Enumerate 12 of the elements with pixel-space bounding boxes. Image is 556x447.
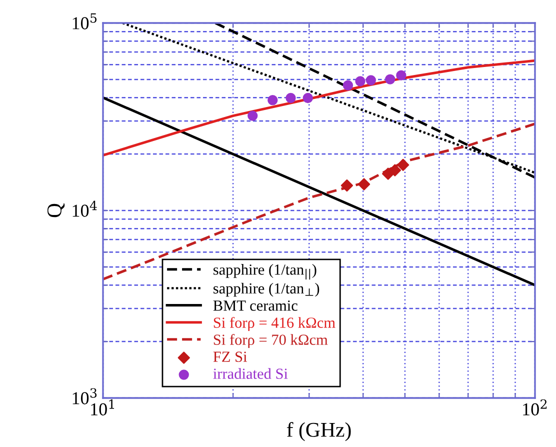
x-axis-title: f (GHz) [286,422,351,442]
legend-label: Si forρ = 416 kΩcm [214,316,336,331]
y-tick-label: 10$^{5}$ [72,13,97,30]
x-tick-label: 10$^{2}$ [523,399,547,416]
y-axis-title: Q [47,203,65,218]
legend-label: sapphire (1/tan$_{⊥}$) [214,282,320,297]
legend-label: BMT ceramic [213,300,298,311]
legend-label: Si forρ = 70 kΩcm [214,334,328,348]
legend-label: irradiated Si [213,368,288,379]
y-tick-label: 10$^{4}$ [72,200,97,217]
legend-label: FZ Si [213,352,247,362]
legend-label: sapphire (1/tan$_{||}$) [214,264,316,280]
